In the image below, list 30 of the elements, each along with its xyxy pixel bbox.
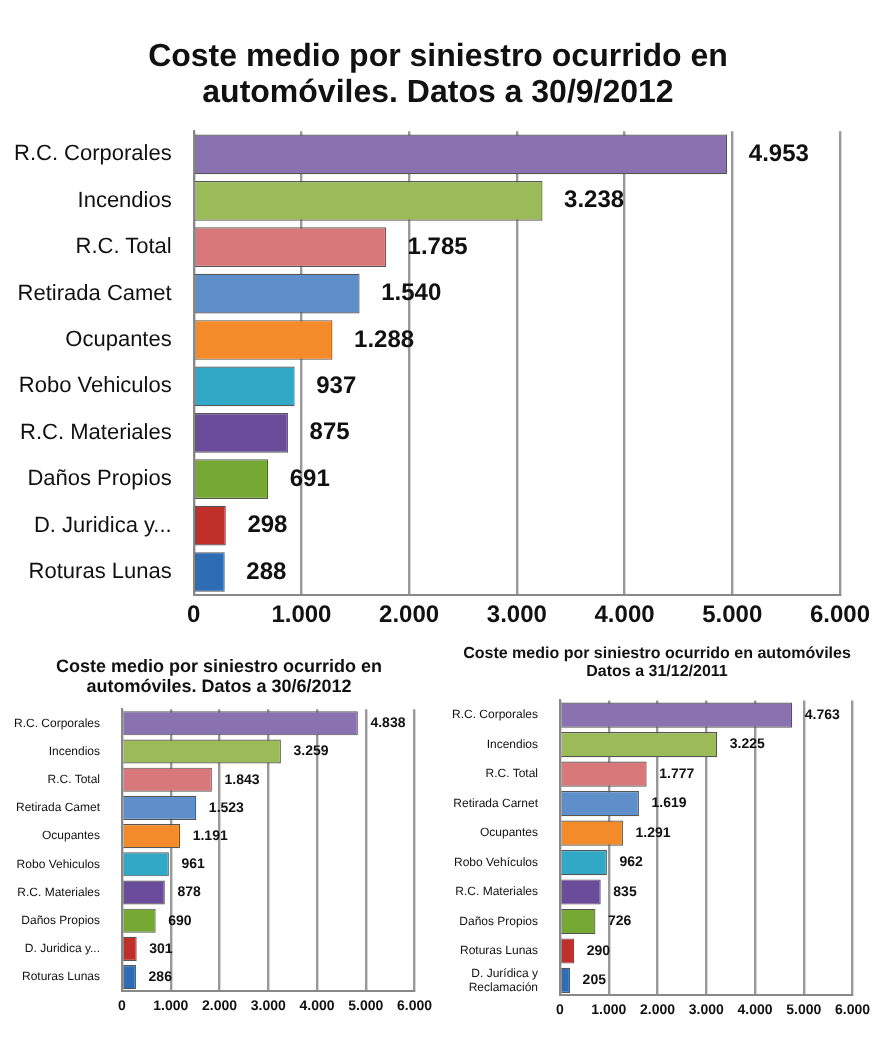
y-tick-label: Ocupantes [65,328,173,353]
data-label: 1.288 [354,324,415,353]
x-tick-label: 3.000 [486,599,548,628]
data-label: 4.953 [748,139,810,168]
data-label: 288 [246,556,288,585]
y-tick-label: Robo Vehiculos [18,374,173,399]
y-tick-label: D. Juridica y... [33,513,172,538]
x-tick-label: 4.000 [594,599,656,628]
x-tick-label: 2.000 [379,599,440,628]
y-tick-label: Roturas Lunas [28,560,173,585]
data-label: 3.238 [564,185,625,214]
y-tick-label: R.C. Materiales [20,420,173,445]
data-label: 875 [309,417,351,446]
x-tick-label: 6.000 [809,599,871,628]
x-tick-label: 5.000 [702,599,763,628]
data-label: 691 [289,463,331,492]
chart-title: Coste medio por siniestro ocurrido en automóviles. Datos a 30/9/2012 [146,40,730,112]
y-tick-label: R.C. Total [75,235,172,260]
data-label: 1.785 [407,231,469,260]
data-label: 937 [316,371,357,400]
data-label: 298 [247,510,289,539]
y-tick-label: Daños Propios [27,467,173,492]
chart-title: Coste medio por siniestro ocurrido en automóviles Datos a 31/12/2011 [461,644,853,680]
y-tick-label: R.C. Corporales [14,142,173,167]
x-tick-label: 0 [187,599,202,628]
chart-title: Coste medio por siniestro ocurrido en automóviles. Datos a 30/6/2012 [53,656,385,696]
y-tick-label: Incendios [77,188,173,213]
x-tick-label: 1.000 [271,599,333,628]
y-tick-label: Retirada Camet [17,281,172,306]
data-label: 1.540 [381,278,442,307]
